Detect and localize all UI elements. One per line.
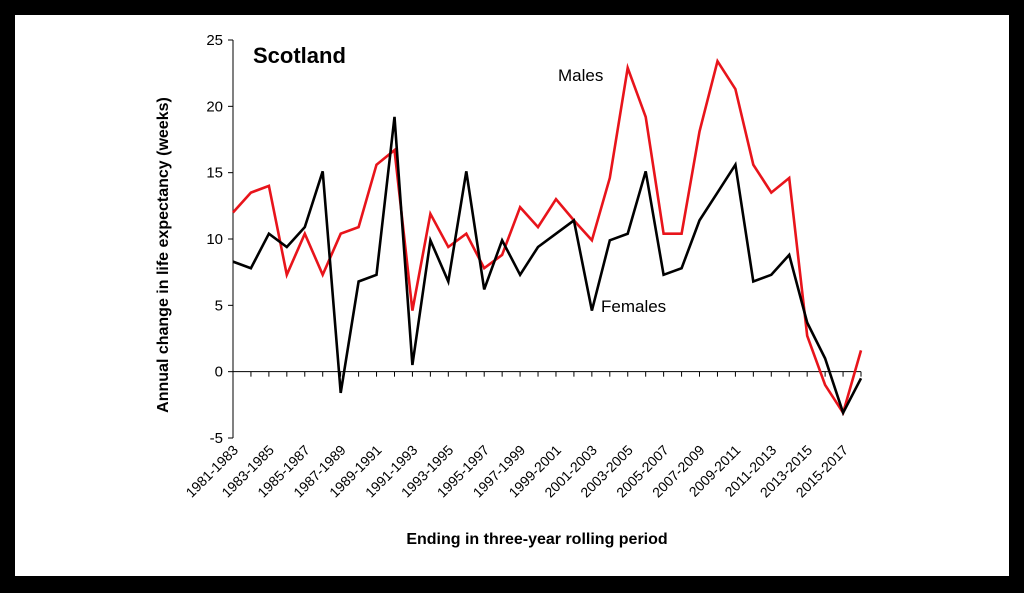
x-ticks: 1981-19831983-19851985-19871987-19891989… [182, 371, 862, 500]
y-tick-label: 0 [215, 364, 223, 381]
series-line-males [232, 57, 863, 416]
series-label-females: Females [601, 297, 666, 316]
y-tick-label: 20 [206, 98, 223, 115]
y-tick-label: 10 [206, 231, 223, 248]
y-ticks: -5 0 5 10 15 20 25 [206, 32, 233, 447]
y-tick-label: -5 [210, 430, 223, 447]
y-tick-label: 5 [215, 297, 223, 314]
x-axis-title: Ending in three-year rolling period [406, 531, 667, 548]
y-tick-label: 25 [206, 32, 223, 49]
chart-frame: -5 0 5 10 15 20 25 1981-1983 1983-1985 1985-1987… [15, 15, 1009, 576]
y-tick-label: 15 [206, 165, 223, 182]
series-lines [232, 57, 863, 417]
series-label-males: Males [558, 66, 603, 85]
line-chart: -5 0 5 10 15 20 25 1981-19831983-19851985-1987… [155, 32, 863, 548]
series-line-females [232, 116, 863, 417]
y-axis-title: Annual change in life expectancy (weeks) [155, 97, 172, 413]
chart-title: Scotland [253, 43, 346, 68]
